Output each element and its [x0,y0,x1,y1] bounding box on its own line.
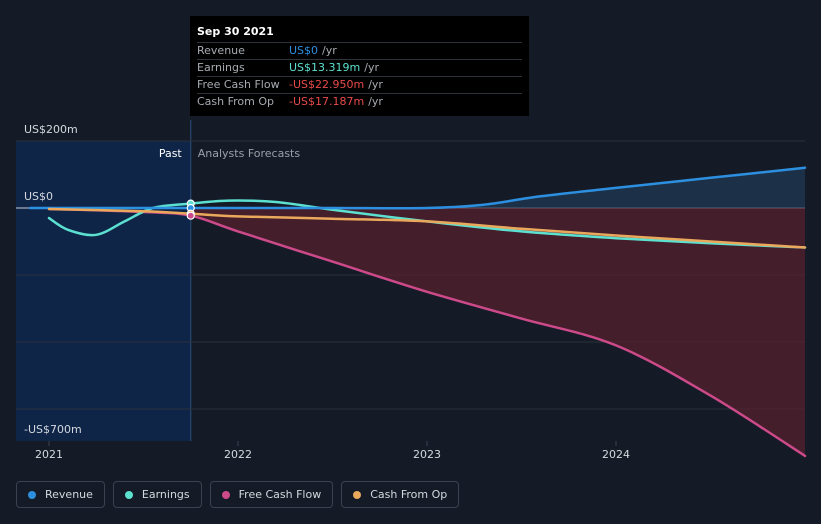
earnings-dot-icon [124,490,133,499]
tooltip-row-free-cash-flow: Free Cash Flow -US$22.950m /yr [197,76,522,93]
legend-label: Free Cash Flow [238,488,322,501]
y-label-zero: US$0 [24,190,53,203]
forecast-label: Analysts Forecasts [198,147,301,160]
cash-from-op-line [47,207,807,249]
tooltip-unit: /yr [322,44,337,57]
past-label: Past [159,147,183,160]
tooltip-row-earnings: Earnings US$13.319m /yr [197,59,522,76]
revenue-dot-icon [28,490,36,499]
series-marker [186,211,195,220]
revenue-area [332,167,805,209]
legend: Revenue Earnings Free Cash Flow Cash Fro… [16,481,460,508]
tooltip-value: US$0 [289,44,319,57]
cash-from-op-dot-icon [353,490,362,499]
tooltip-date: Sep 30 2021 [197,25,274,38]
free-cash-flow-area [190,208,805,456]
tooltip-unit: /yr [364,61,379,74]
tooltip-label: Free Cash Flow [197,78,280,91]
series-areas [190,167,805,456]
series-markers [186,199,195,220]
tooltip-label: Earnings [197,61,245,74]
legend-item-earnings[interactable]: Earnings [112,481,202,508]
y-label-bottom: -US$700m [24,423,82,436]
tooltip-unit: /yr [368,95,383,108]
tooltip-unit: /yr [368,78,383,91]
x-tick-label: 2024 [602,448,630,461]
legend-item-cash-from-op[interactable]: Cash From Op [341,481,460,508]
tooltip-row-cash-from-op: Cash From Op -US$17.187m /yr [197,93,522,110]
x-axis: 2021 2022 2023 2024 [35,441,630,461]
tooltip: Sep 30 2021 Revenue US$0 /yr Earnings US… [190,16,529,116]
x-tick-label: 2021 [35,448,63,461]
legend-item-revenue[interactable]: Revenue [16,481,105,508]
legend-label: Revenue [45,488,93,501]
x-tick-label: 2022 [224,448,252,461]
x-tick-label: 2023 [413,448,441,461]
revenue-line [28,166,807,210]
free-cash-flow-dot-icon [221,490,230,499]
legend-label: Cash From Op [370,488,448,501]
legend-label: Earnings [141,488,190,501]
tooltip-label: Cash From Op [197,95,275,108]
earnings-line [47,199,807,249]
legend-item-free-cash-flow[interactable]: Free Cash Flow [209,481,334,508]
tooltip-row-revenue: Revenue US$0 /yr [197,42,522,59]
series-lines [28,166,807,458]
past-region [16,141,191,441]
tooltip-value: -US$22.950m [289,78,365,91]
tooltip-label: Revenue [197,44,245,57]
tooltip-value: US$13.319m [289,61,361,74]
y-label-top: US$200m [24,123,78,136]
tooltip-value: -US$17.187m [289,95,365,108]
